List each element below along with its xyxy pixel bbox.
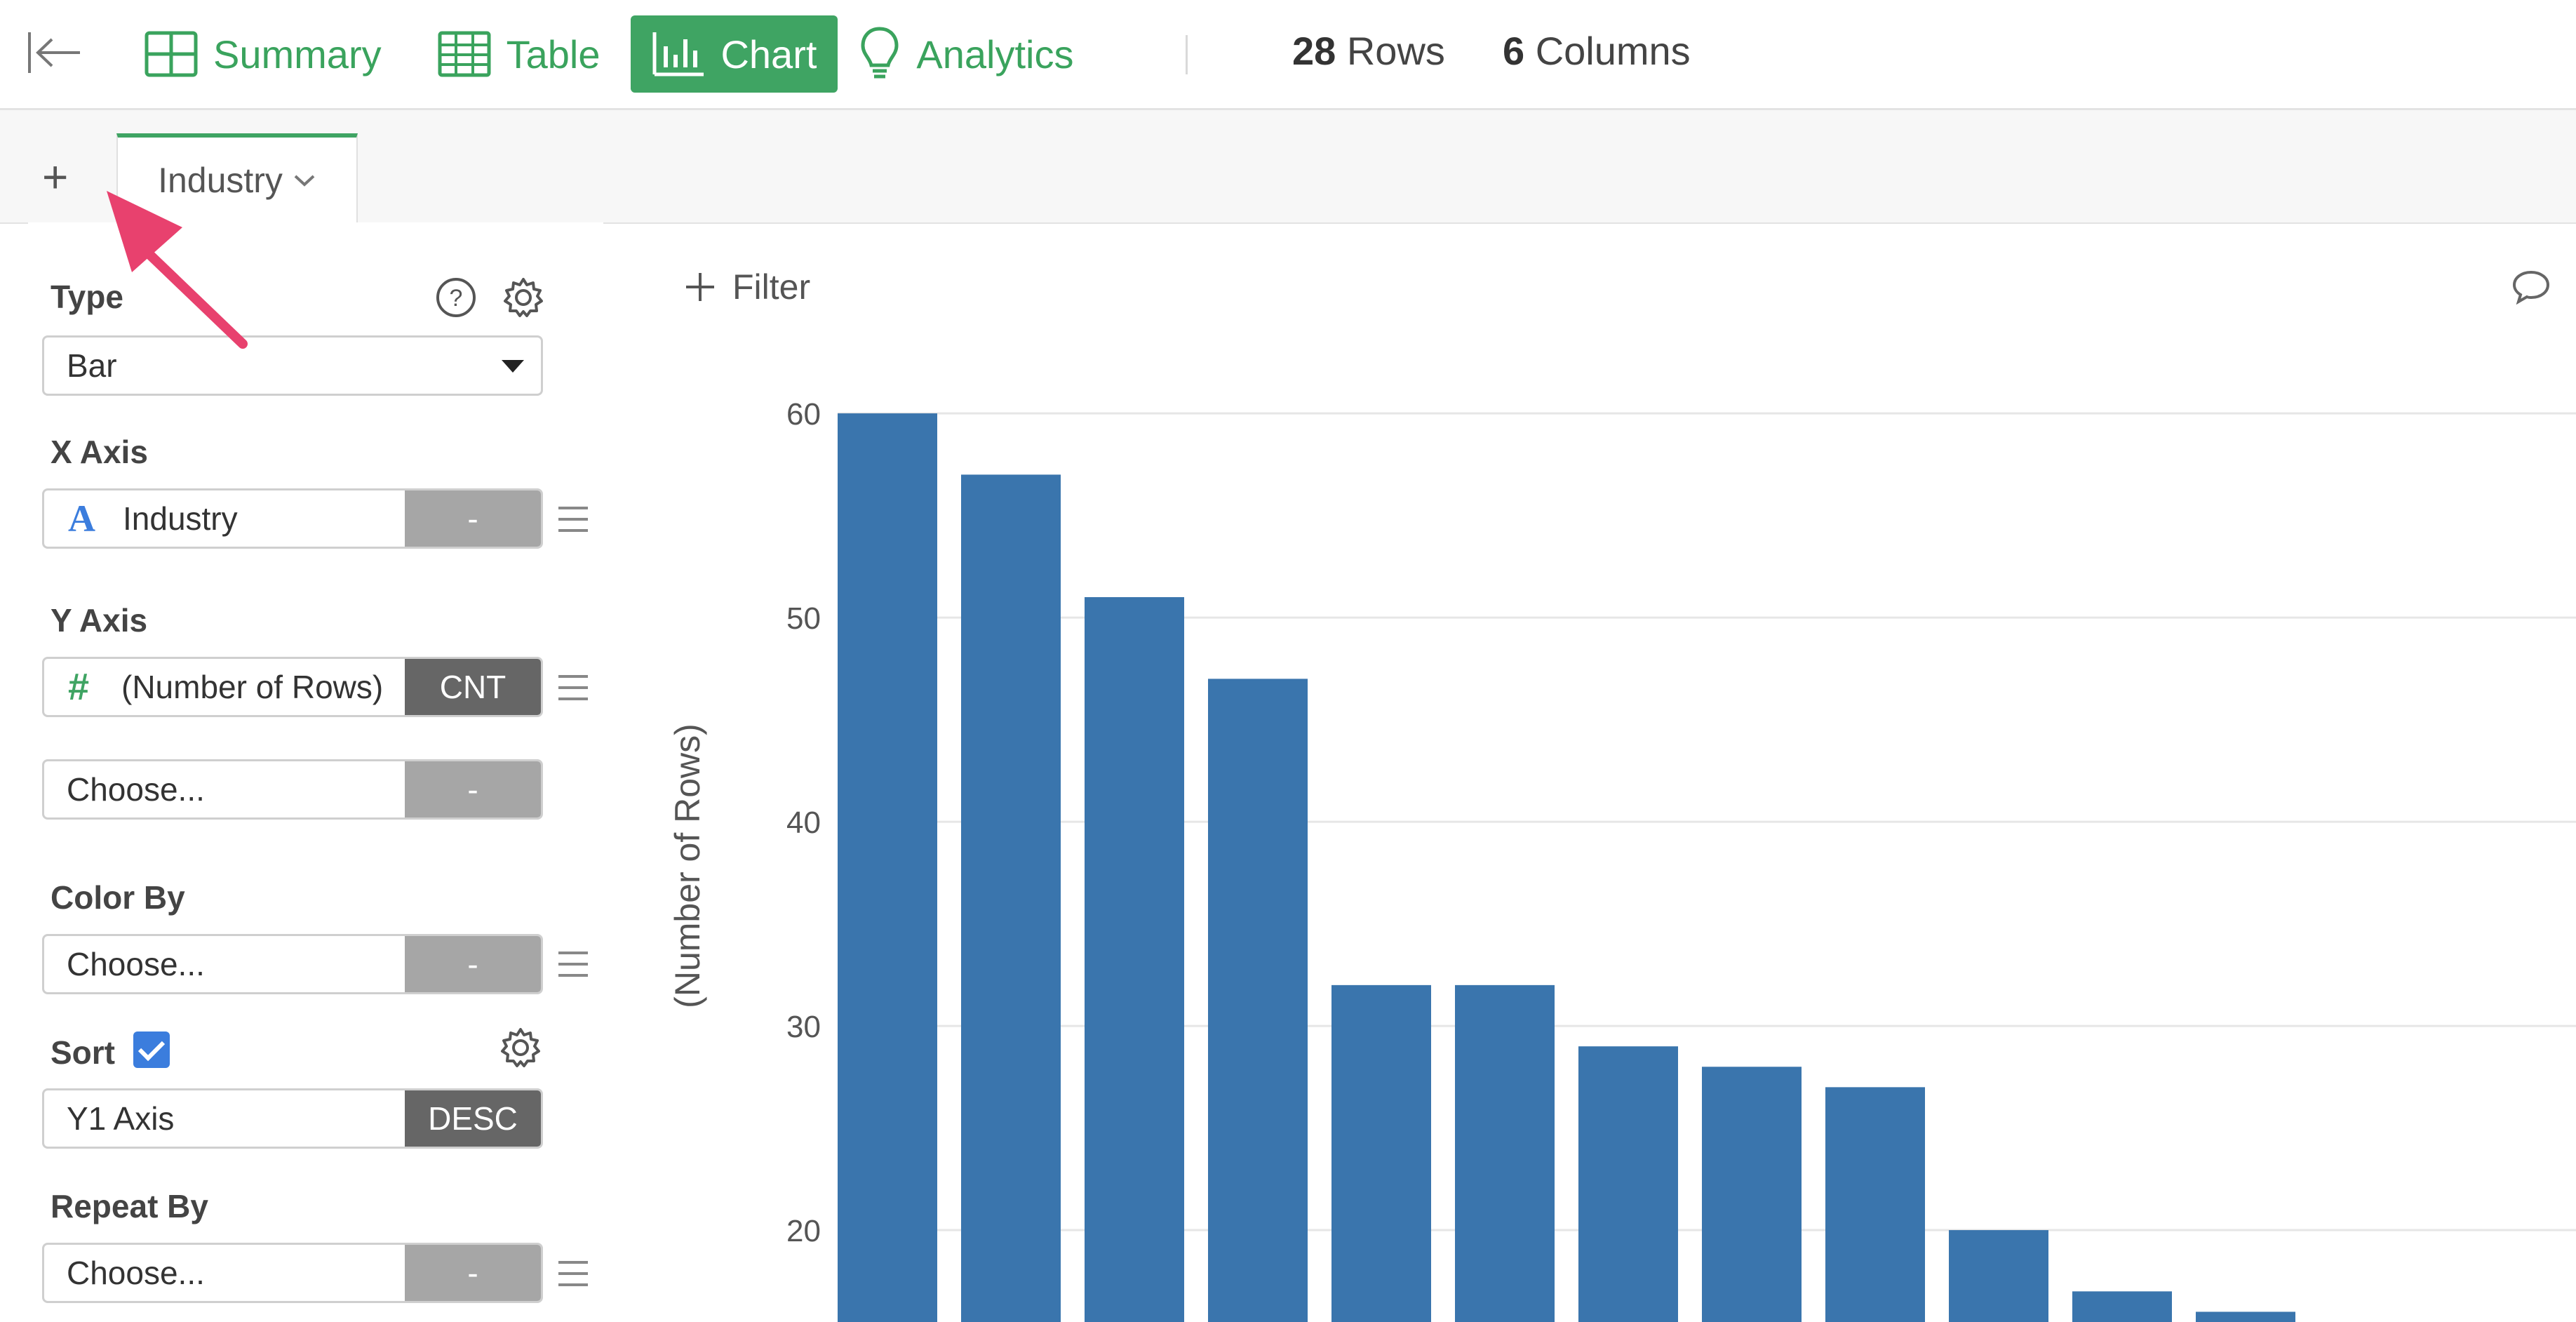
bar[interactable] (1825, 1087, 1925, 1322)
color-by-menu-icon[interactable] (558, 952, 588, 977)
bar[interactable] (1085, 596, 1184, 1322)
x-axis-value: Industry (123, 500, 238, 537)
x-axis-field[interactable]: A Industry - (42, 488, 543, 549)
type-label: Type (51, 279, 123, 315)
color-by-value: Choose... (67, 946, 205, 982)
repeat-by-value: Choose... (67, 1255, 205, 1291)
bar-chart-icon (652, 32, 704, 76)
analytics-tab[interactable]: Analytics (838, 15, 1094, 93)
add-chart-tab-button[interactable]: + (42, 152, 69, 202)
y-axis-field[interactable]: # (Number of Rows) CNT (42, 657, 543, 717)
bar[interactable] (1578, 1046, 1678, 1322)
columns-count-value: 6 (1503, 29, 1525, 73)
sort-label: Sort (51, 1034, 115, 1071)
chart-type-select[interactable]: Bar (42, 335, 543, 396)
sort-value: Y1 Axis (67, 1100, 175, 1137)
repeat-by-aggregate-button[interactable]: - (405, 1245, 541, 1301)
repeat-by-label: Repeat By (51, 1188, 208, 1224)
rows-count: 28 Rows (1292, 28, 1445, 74)
chart-tab-industry-label: Industry (158, 160, 283, 200)
color-by-label: Color By (51, 879, 185, 916)
bar[interactable] (2072, 1291, 2172, 1322)
x-axis-menu-icon[interactable] (558, 507, 588, 532)
bar[interactable] (1331, 984, 1431, 1322)
y-axis-menu-icon[interactable] (558, 675, 588, 700)
bar[interactable] (1949, 1230, 2048, 1322)
y-axis-aggregate-button[interactable]: CNT (405, 659, 541, 715)
color-by-field[interactable]: Choose... - (42, 934, 543, 994)
filter-label: Filter (732, 267, 811, 307)
sort-order-button[interactable]: DESC (405, 1090, 541, 1147)
x-axis-aggregate-button[interactable]: - (405, 490, 541, 547)
color-by-aggregate-button[interactable]: - (405, 936, 541, 992)
y-tick-label: 30 (786, 1010, 821, 1044)
y-axis-value: (Number of Rows) (121, 669, 384, 705)
bar[interactable] (1208, 679, 1308, 1322)
chart-tab-label: Chart (720, 32, 817, 76)
bar[interactable] (1455, 984, 1555, 1322)
y-axis-label: Y Axis (51, 602, 148, 639)
repeat-by-menu-icon[interactable] (558, 1261, 588, 1286)
y-tick-label: 20 (786, 1214, 821, 1248)
sort-checkbox[interactable] (133, 1031, 170, 1068)
bar-chart: 20 30 40 50 60 (786, 397, 2576, 1322)
chart-type-value: Bar (67, 347, 117, 384)
chart-tab[interactable]: Chart (631, 15, 838, 93)
help-icon[interactable]: ? (435, 276, 477, 319)
y-tick-label: 60 (786, 397, 821, 432)
x-axis-label: X Axis (51, 434, 148, 470)
bar[interactable] (1702, 1067, 1802, 1322)
y-tick-label: 50 (786, 601, 821, 636)
plus-icon (686, 273, 714, 301)
rows-count-value: 28 (1292, 29, 1336, 73)
chart-tab-industry[interactable]: Industry (116, 133, 358, 222)
summary-tab[interactable]: Summary (123, 15, 403, 93)
collapse-sidebar-icon[interactable] (27, 28, 83, 77)
chart-tab-strip (0, 110, 2576, 224)
text-type-icon: A (68, 498, 95, 540)
y2-axis-value: Choose... (67, 771, 205, 808)
gear-icon[interactable] (502, 276, 544, 319)
bar[interactable] (838, 413, 937, 1322)
bar[interactable] (2196, 1311, 2295, 1322)
comment-icon[interactable] (2511, 269, 2551, 305)
rows-count-label: Rows (1346, 29, 1445, 73)
y2-axis-field[interactable]: Choose... - (42, 759, 543, 820)
toolbar-divider (1186, 35, 1188, 74)
sort-field[interactable]: Y1 Axis DESC (42, 1088, 543, 1149)
table-tab[interactable]: Table (417, 15, 622, 93)
analytics-tab-label: Analytics (916, 32, 1074, 76)
add-filter-button[interactable]: Filter (685, 267, 810, 307)
y-tick-label: 40 (786, 806, 821, 840)
table-tab-label: Table (506, 32, 601, 76)
lightbulb-icon (861, 27, 899, 79)
summary-grid-icon (145, 31, 198, 77)
top-toolbar: Summary Table Chart (0, 0, 2576, 110)
number-type-icon: # (68, 666, 90, 708)
columns-count: 6 Columns (1503, 28, 1691, 74)
bar[interactable] (961, 474, 1061, 1322)
repeat-by-field[interactable]: Choose... - (42, 1243, 543, 1303)
chevron-down-icon[interactable] (293, 173, 316, 188)
svg-text:?: ? (450, 285, 463, 312)
table-icon (438, 31, 491, 77)
columns-count-label: Columns (1535, 29, 1691, 73)
toolbar-nav: Summary Table Chart (123, 15, 1095, 93)
annotation-arrow-icon (107, 191, 248, 349)
summary-tab-label: Summary (213, 32, 382, 76)
y2-axis-aggregate-button[interactable]: - (405, 761, 541, 817)
sort-settings-gear-icon[interactable] (499, 1027, 542, 1069)
dropdown-caret-icon (502, 360, 524, 373)
